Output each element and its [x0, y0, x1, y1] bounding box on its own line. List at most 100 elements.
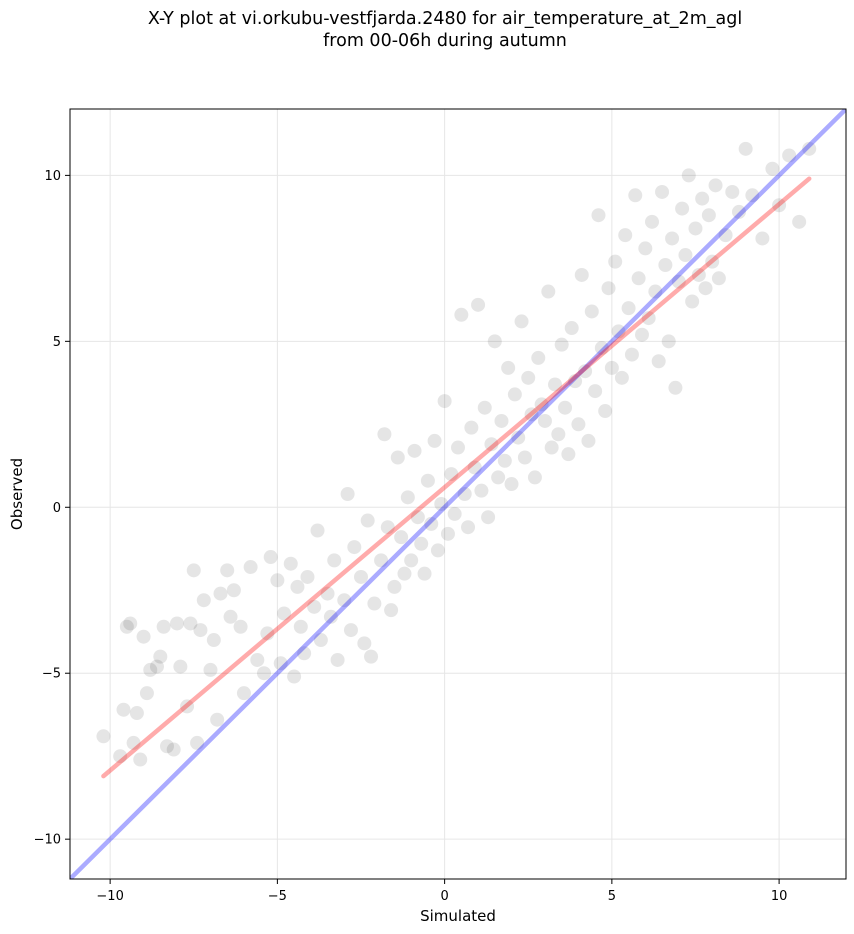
scatter-point [156, 619, 171, 634]
scatter-point [451, 440, 465, 455]
scatter-point [661, 334, 676, 349]
scatter-point [384, 603, 399, 618]
scatter-point [731, 204, 746, 219]
y-tick-label: −5 [42, 667, 61, 682]
scatter-point [517, 450, 532, 465]
scatter-point [802, 141, 817, 156]
scatter-point [581, 433, 596, 448]
scatter-point [705, 254, 720, 269]
scatter-point [357, 636, 372, 651]
x-tick-label: 5 [608, 889, 616, 904]
scatter-point [236, 686, 251, 701]
scatter-point [634, 327, 649, 342]
scatter-point [377, 427, 392, 442]
scatter-point [648, 284, 663, 299]
scatter-point [614, 370, 629, 385]
scatter-point [738, 141, 753, 156]
scatter-point [434, 496, 449, 511]
scatter-point [290, 579, 305, 594]
chart-title: X-Y plot at vi.orkubu-vestfjarda.2480 fo… [0, 8, 854, 52]
scatter-point [594, 340, 609, 355]
scatter-point [554, 337, 569, 352]
scatter-point [186, 563, 201, 578]
scatter-point [668, 380, 683, 395]
scatter-point [631, 271, 646, 286]
scatter-point [293, 619, 308, 634]
scatter-point [624, 347, 639, 362]
scatter-point [501, 360, 516, 375]
scatter-point [170, 616, 185, 631]
scatter-point [641, 311, 656, 326]
x-tick-label: −5 [268, 889, 287, 904]
chart-title-line-1: X-Y plot at vi.orkubu-vestfjarda.2480 fo… [147, 9, 743, 29]
scatter-point [233, 619, 248, 634]
scatter-point [711, 271, 726, 286]
scatter-point [136, 629, 151, 644]
regression-line [101, 176, 812, 779]
scatter-point [701, 208, 716, 223]
scatter-point [307, 599, 322, 614]
scatter-point [601, 281, 616, 296]
scatter-point [437, 394, 452, 409]
scatter-point [507, 387, 522, 402]
scatter-point [514, 314, 529, 329]
scatter-point [420, 473, 435, 488]
scatter-point [223, 609, 238, 624]
scatter-point [226, 583, 241, 598]
scatter-point [461, 520, 476, 535]
scatter-point [160, 739, 174, 754]
scatter-point [471, 297, 486, 312]
x-axis-label: Simulated [420, 907, 496, 925]
scatter-point [725, 184, 740, 199]
scatter-point [430, 543, 445, 558]
scatter-point [611, 324, 626, 339]
scatter-point [387, 579, 402, 594]
scatter-point [196, 593, 211, 608]
scatter-point [126, 735, 141, 750]
scatter-point [343, 623, 358, 638]
scatter-point [263, 550, 278, 565]
scatter-point [190, 735, 205, 750]
scatter-point [397, 566, 412, 581]
scatter-point [210, 712, 225, 727]
scatter-point [380, 520, 395, 535]
scatter-point [588, 384, 603, 399]
scatter-point [220, 563, 235, 578]
scatter-point [243, 560, 258, 575]
scatter-point [591, 208, 606, 223]
scatter-point [260, 626, 275, 641]
scatter-point [417, 566, 432, 581]
scatter-point [544, 440, 559, 455]
scatter-point [180, 699, 195, 714]
scatter-point [638, 241, 653, 256]
scatter-point [364, 649, 379, 664]
scatter-point [327, 553, 342, 568]
scatter-point [524, 407, 539, 422]
scatter-point [521, 370, 536, 385]
scatter-point [374, 553, 389, 568]
scatter-point [193, 623, 208, 638]
scatter-point [173, 659, 188, 674]
scatter-point [440, 526, 455, 541]
scatter-point [678, 248, 693, 263]
axis-ticks: −10 −5 0 5 10 −10 −5 0 5 10 [34, 169, 788, 904]
scatter-point [113, 749, 128, 764]
scatter-point [618, 228, 633, 243]
scatter-point [574, 267, 589, 282]
scatter-point [527, 470, 542, 485]
scatter-point [457, 487, 472, 501]
scatter-point [404, 553, 419, 568]
scatter-point [645, 214, 659, 229]
scatter-point [628, 188, 643, 203]
chart-title-line-2: from 00-06h during autumn [323, 31, 567, 51]
scatter-point [129, 706, 144, 721]
scatter-point [484, 437, 499, 452]
scatter-point [571, 417, 586, 432]
scatter-point [671, 274, 686, 289]
scatter-point [414, 536, 429, 551]
data-points [96, 141, 817, 767]
scatter-point [584, 304, 599, 319]
scatter-point [116, 702, 131, 717]
scatter-point [410, 510, 425, 525]
scatter-point [655, 184, 670, 199]
